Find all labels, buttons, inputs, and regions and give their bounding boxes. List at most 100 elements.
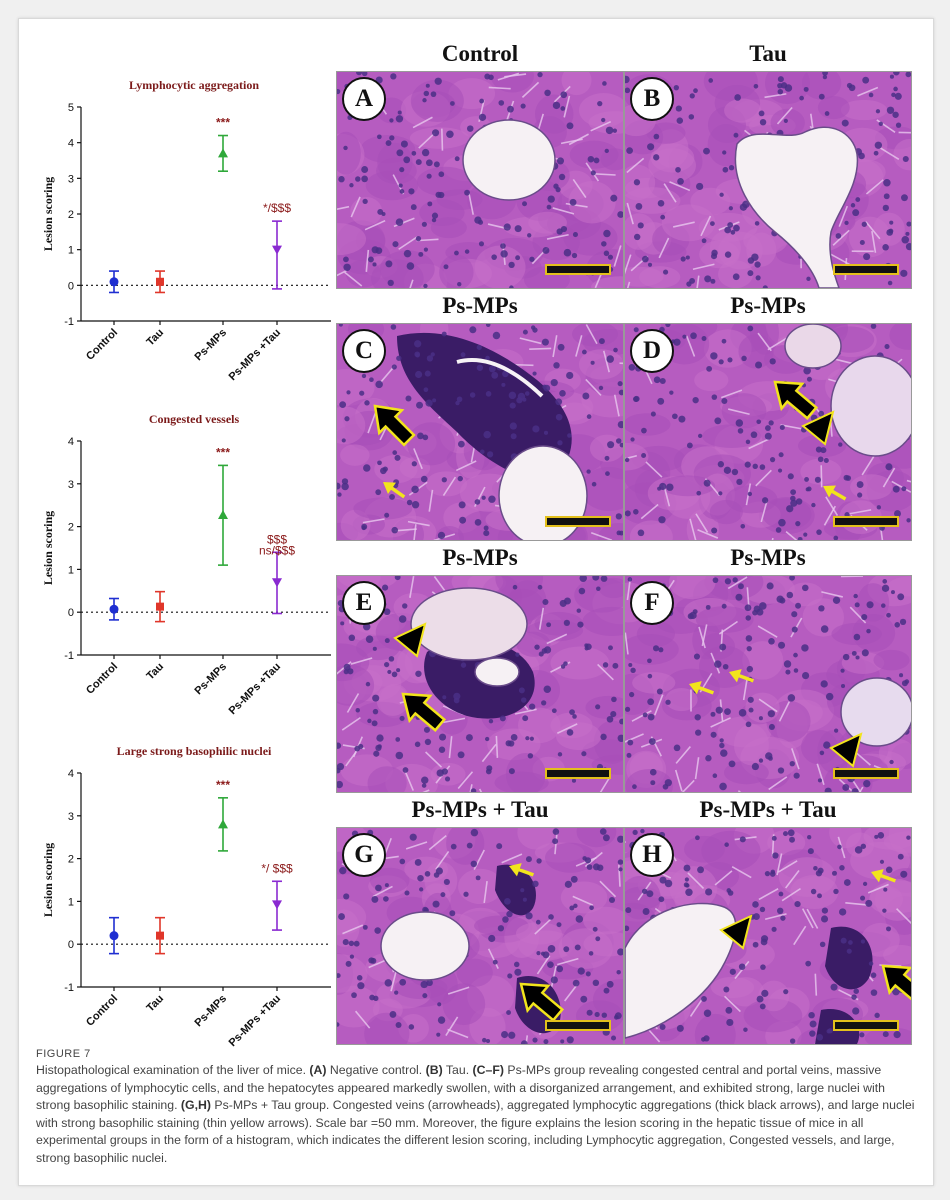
nucleus: [892, 987, 900, 996]
nucleus: [356, 975, 363, 981]
lymphocytic-aggregate: [825, 926, 873, 990]
sinusoid: [896, 908, 911, 925]
nucleus: [759, 464, 766, 470]
nucleus: [358, 743, 364, 750]
nucleus: [686, 442, 693, 449]
sinusoid: [585, 324, 598, 345]
nucleus: [753, 605, 761, 613]
nucleus: [508, 1031, 516, 1039]
nucleus: [474, 519, 482, 526]
nucleus: [502, 370, 509, 378]
panel-b-label: B: [630, 77, 674, 121]
nucleus: [795, 498, 803, 505]
nucleus: [563, 946, 570, 953]
nucleus: [589, 905, 594, 911]
scale-bar: [833, 768, 899, 779]
sinusoid: [613, 245, 622, 267]
nucleus: [692, 397, 699, 404]
nucleus: [717, 461, 725, 468]
nucleus: [854, 602, 860, 608]
nucleus: [632, 396, 639, 402]
nucleus: [337, 1022, 340, 1027]
nucleus: [348, 634, 356, 642]
cytoplasm-texture: [340, 509, 371, 540]
nucleus: [408, 188, 415, 195]
nucleus: [555, 413, 563, 421]
sinusoid: [625, 632, 629, 655]
nucleus: [886, 229, 893, 236]
cytoplasm-texture: [597, 523, 623, 540]
nucleus: [372, 708, 379, 715]
nucleus: [887, 280, 893, 286]
thin-yellow-arrow-icon: [383, 482, 406, 499]
nucleus: [560, 664, 566, 669]
nucleus: [418, 251, 424, 257]
nucleus: [711, 394, 718, 400]
nucleus: [824, 111, 830, 116]
nucleus: [882, 579, 888, 584]
nucleus: [826, 1029, 831, 1034]
nucleus: [443, 878, 450, 886]
nucleus: [572, 232, 578, 238]
nucleus: [860, 939, 866, 944]
nucleus: [543, 685, 552, 694]
nucleus: [813, 865, 818, 871]
data-point-control: [109, 277, 119, 287]
sinusoid: [468, 192, 474, 215]
central-vein: [830, 355, 911, 457]
nucleus: [536, 858, 542, 864]
nucleus: [732, 577, 738, 583]
cytoplasm-texture: [639, 266, 681, 288]
scale-bar: [545, 516, 611, 527]
nucleus: [633, 179, 641, 186]
nucleus: [470, 828, 479, 837]
nucleus: [673, 84, 679, 91]
nucleus: [782, 831, 788, 837]
sinusoid: [764, 93, 787, 99]
nucleus: [520, 888, 525, 893]
nucleus: [508, 391, 517, 400]
panel-a-title: Control: [441, 41, 519, 66]
cytoplasm-texture: [733, 724, 769, 766]
cytoplasm-texture: [878, 738, 911, 768]
significance-label: $$$: [267, 532, 287, 546]
nucleus: [711, 527, 718, 534]
nucleus: [556, 157, 565, 165]
nucleus: [457, 281, 462, 287]
y-tick-label: 4: [68, 138, 74, 150]
nucleus: [831, 870, 837, 876]
caption-text: Ps-MPs + Tau group. Congested veins (arr…: [36, 1098, 915, 1165]
sinusoid: [697, 529, 719, 539]
nucleus: [865, 899, 873, 907]
nucleus: [803, 366, 811, 375]
nucleus: [524, 391, 530, 396]
nucleus: [457, 475, 463, 482]
nucleus: [868, 961, 874, 966]
nucleus: [760, 938, 768, 946]
nucleus: [724, 226, 732, 234]
nucleus: [541, 338, 549, 346]
sinusoid: [871, 230, 877, 253]
sinusoid: [695, 513, 709, 533]
nucleus: [719, 643, 727, 651]
thin-yellow-arrow-icon: [823, 485, 847, 501]
sinusoid: [405, 841, 428, 850]
nucleus: [566, 122, 574, 130]
panel-a-label: A: [342, 77, 386, 121]
sinusoid: [599, 776, 611, 792]
nucleus: [474, 499, 481, 505]
nucleus: [576, 608, 581, 613]
nucleus: [575, 915, 584, 923]
nucleus: [697, 433, 703, 439]
nucleus: [759, 1003, 766, 1010]
nucleus: [842, 783, 850, 791]
nucleus: [772, 852, 779, 859]
nucleus: [768, 756, 773, 761]
nucleus: [615, 513, 622, 520]
sinusoid: [675, 746, 691, 764]
nucleus: [502, 916, 509, 923]
nucleus: [478, 113, 487, 121]
chart-congested-vessels: Congested vessels Lesion scoring -1 0 1 2 3 4 Co…: [19, 383, 349, 717]
y-tick-label: 0: [68, 607, 74, 619]
nucleus: [596, 586, 601, 592]
